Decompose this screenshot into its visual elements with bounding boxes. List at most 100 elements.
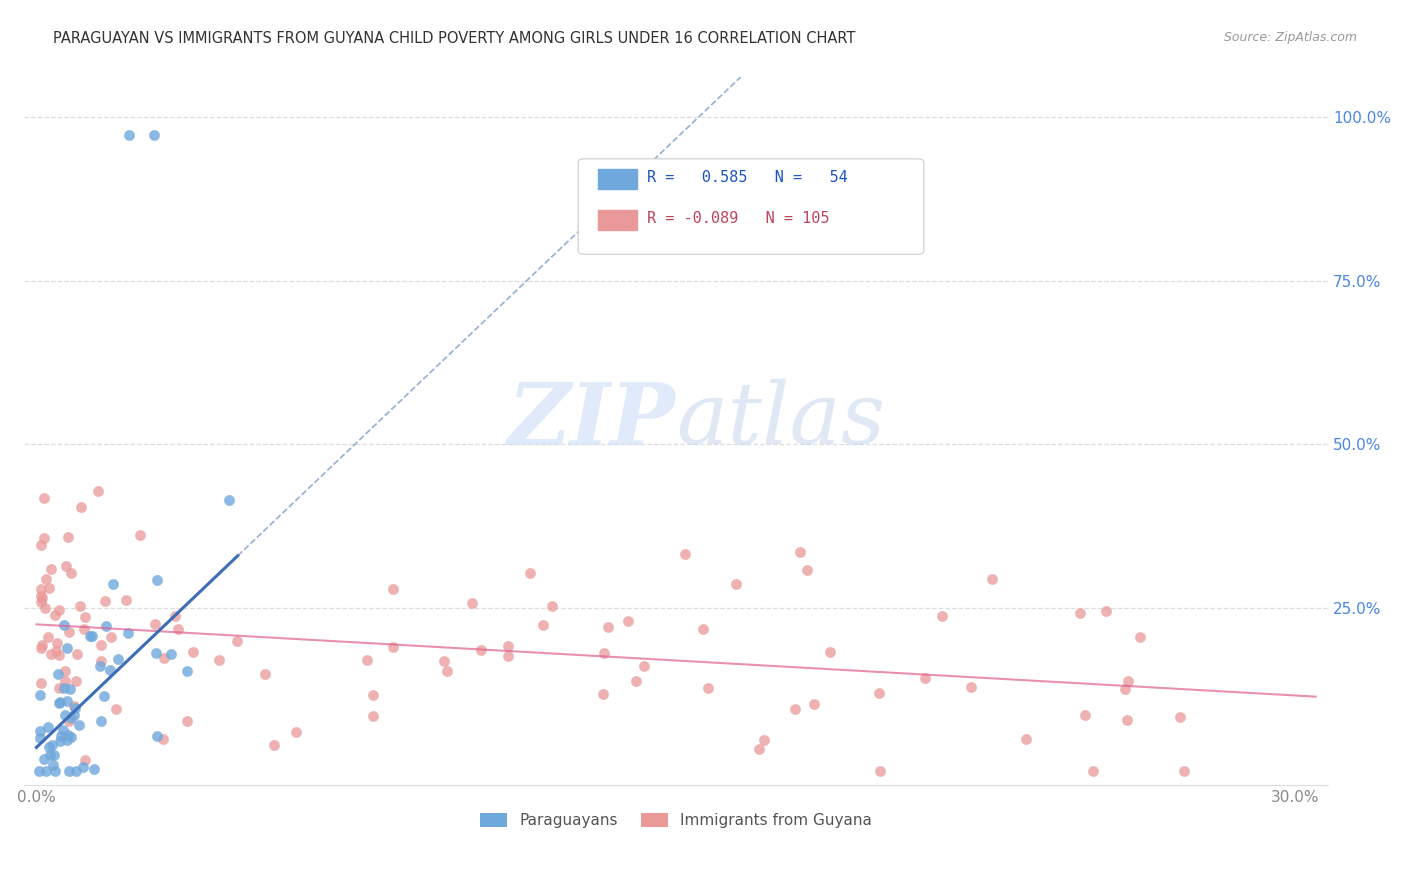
Point xyxy=(37,631,59,645)
Point xyxy=(45,644,67,658)
Point xyxy=(48,648,70,662)
Point xyxy=(65,673,87,688)
Point xyxy=(59,682,82,697)
Point xyxy=(48,603,70,617)
Point xyxy=(531,617,554,632)
Point xyxy=(1094,604,1116,618)
Point xyxy=(959,680,981,694)
Point xyxy=(48,681,70,695)
Point xyxy=(30,582,52,596)
Point xyxy=(30,589,52,603)
Point xyxy=(93,690,115,704)
Point xyxy=(1173,764,1195,779)
Point xyxy=(65,701,87,715)
Point xyxy=(48,695,70,709)
Point xyxy=(914,671,936,685)
Text: R = -0.089   N = 105: R = -0.089 N = 105 xyxy=(647,211,830,227)
Point xyxy=(167,623,190,637)
Point xyxy=(87,483,110,498)
Point xyxy=(79,629,101,643)
Point xyxy=(62,708,84,723)
Point xyxy=(45,636,67,650)
Point xyxy=(53,681,76,696)
Point xyxy=(592,646,614,660)
Point xyxy=(783,702,806,716)
Point xyxy=(30,595,52,609)
Text: PARAGUAYAN VS IMMIGRANTS FROM GUYANA CHILD POVERTY AMONG GIRLS UNDER 16 CORRELAT: PARAGUAYAN VS IMMIGRANTS FROM GUYANA CHI… xyxy=(53,31,856,46)
Point xyxy=(44,608,66,623)
Point xyxy=(30,676,52,690)
Point xyxy=(58,764,80,779)
Point xyxy=(38,581,60,595)
Bar xyxy=(598,169,637,189)
Point xyxy=(673,547,696,561)
Point xyxy=(39,562,62,576)
Point xyxy=(105,701,128,715)
Point xyxy=(461,596,484,610)
Point xyxy=(146,573,169,587)
Point xyxy=(697,681,720,695)
Point xyxy=(470,643,492,657)
Point xyxy=(356,652,378,666)
Point xyxy=(381,640,404,655)
Point xyxy=(1074,708,1097,723)
Point xyxy=(30,640,52,655)
Point xyxy=(73,622,96,636)
Point xyxy=(89,659,111,673)
Point xyxy=(32,531,55,545)
Point xyxy=(129,528,152,542)
Point xyxy=(52,723,75,737)
Point xyxy=(868,686,890,700)
Text: ZIP: ZIP xyxy=(508,379,676,462)
Point xyxy=(58,624,80,639)
Point xyxy=(31,638,53,652)
Point xyxy=(183,645,205,659)
Point xyxy=(1114,681,1136,696)
Point xyxy=(803,698,825,712)
Point xyxy=(38,747,60,762)
Point xyxy=(72,760,94,774)
Point xyxy=(28,688,51,702)
Point xyxy=(30,538,52,552)
Point xyxy=(100,630,122,644)
Point xyxy=(143,617,166,632)
Y-axis label: Child Poverty Among Girls Under 16: Child Poverty Among Girls Under 16 xyxy=(0,293,7,569)
Point xyxy=(55,708,77,723)
Point xyxy=(30,731,52,745)
Point xyxy=(496,639,519,653)
Point xyxy=(142,128,165,142)
Point xyxy=(44,764,66,779)
Point xyxy=(226,634,249,648)
Point xyxy=(153,651,176,665)
Point xyxy=(38,739,60,754)
Point xyxy=(53,665,76,679)
Point xyxy=(869,764,891,779)
Point xyxy=(70,500,93,514)
Point xyxy=(218,492,240,507)
Text: Source: ZipAtlas.com: Source: ZipAtlas.com xyxy=(1223,31,1357,45)
FancyBboxPatch shape xyxy=(578,159,924,254)
Point xyxy=(592,687,614,701)
Point xyxy=(1129,630,1152,644)
Point xyxy=(624,673,647,688)
Point xyxy=(818,645,841,659)
Point xyxy=(96,619,118,633)
Point xyxy=(30,724,52,739)
Point xyxy=(496,648,519,663)
Point xyxy=(83,762,105,776)
Point xyxy=(1116,673,1139,688)
Point xyxy=(90,714,112,728)
Point xyxy=(32,491,55,506)
Point xyxy=(101,576,124,591)
Point xyxy=(94,593,117,607)
Point xyxy=(41,738,63,752)
Point xyxy=(55,559,77,574)
Point xyxy=(32,752,55,766)
Point xyxy=(48,696,70,710)
Point xyxy=(56,530,79,544)
Point xyxy=(49,734,72,748)
Point xyxy=(748,742,770,756)
Point xyxy=(39,647,62,661)
Point xyxy=(62,698,84,713)
Point xyxy=(118,128,141,142)
